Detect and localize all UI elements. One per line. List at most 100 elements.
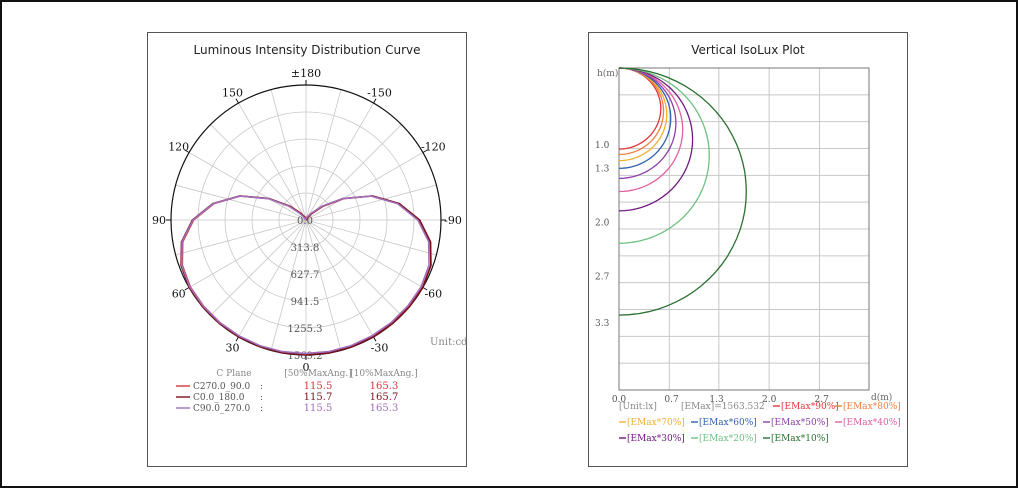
isolux-y-tick-label: 2.7: [595, 272, 610, 282]
polar-legend-value-50: 115.7: [304, 392, 333, 403]
polar-angle-label: 60: [172, 288, 186, 301]
isolux-y-tick-label: 1.0: [595, 141, 610, 151]
polar-grid-spoke: [188, 152, 307, 221]
polar-grid-spoke: [305, 219, 374, 338]
polar-legend-value-10: 165.7: [370, 392, 399, 403]
polar-grid-spoke: [188, 219, 307, 288]
polar-legend-name: C90.0_270.0: [193, 404, 250, 414]
polar-radial-label: 1255.3: [288, 324, 323, 335]
polar-radial-label: 941.5: [291, 297, 320, 308]
polar-grid-spoke: [210, 219, 307, 316]
polar-angle-label: -60: [424, 288, 442, 301]
isolux-y-axis-label: h(m): [597, 68, 618, 79]
polar-radial-label: 313.8: [291, 243, 320, 254]
isolux-curve--emax-30-: [618, 67, 694, 212]
isolux-legend-label: [EMax*60%]: [699, 418, 757, 428]
isolux-legend-label: [EMax*90%]: [781, 402, 839, 412]
polar-angle-label: -90: [444, 214, 462, 227]
isolux-chart: h(m) d(m) 0.0 0.7 1.3 2.0 2.7 1.0 1.3 2.0 2.7 3.3 [U…: [595, 67, 901, 444]
polar-angle-label: ±180: [291, 67, 321, 80]
isolux-curve--emax-20-: [618, 67, 710, 244]
isolux-y-tick-label: 1.3: [595, 164, 610, 174]
polar-angle-tick: [235, 98, 239, 104]
isolux-curve--emax-40-: [618, 67, 684, 193]
polar-angle-tick: [422, 149, 428, 153]
polar-legend-header: C Plane: [216, 369, 251, 379]
isolux-unit-label: [Unit:lx]: [619, 402, 657, 412]
isolux-x-tick-label: 2.7: [815, 395, 830, 405]
polar-angle-label: 0: [303, 361, 310, 374]
polar-grid-spoke: [305, 184, 437, 221]
polar-legend-name: C0.0_180.0: [193, 393, 245, 403]
isolux-curve--emax-50-: [618, 67, 677, 180]
polar-radial-label: 0.0: [297, 216, 313, 227]
polar-angle-tick: [373, 98, 377, 104]
isolux-x-tick-label: 2.0: [762, 395, 777, 405]
polar-grid-spoke: [238, 219, 307, 338]
isolux-x-tick-label: 1.3: [709, 395, 724, 405]
polar-radial-label: 1569.2: [288, 351, 323, 362]
polar-legend-header: [10%MaxAng.]: [350, 369, 418, 379]
polar-angle-label: 120: [168, 141, 189, 154]
polar-grid-spoke: [305, 219, 402, 316]
polar-legend-header: [50%MaxAng.]: [284, 369, 352, 379]
polar-legend-value-10: 165.3: [370, 381, 399, 392]
polar-grid-spoke: [210, 124, 307, 221]
polar-grid-spoke: [175, 219, 307, 256]
polar-radial-label: 627.7: [291, 270, 320, 281]
polar-grid-spoke: [175, 184, 307, 221]
polar-grid-spoke: [305, 219, 437, 256]
isolux-chart-title: Vertical IsoLux Plot: [691, 43, 805, 57]
polar-angle-tick: [373, 336, 377, 342]
polar-angle-label: 150: [222, 87, 243, 100]
isolux-curve--emax-60-: [618, 67, 672, 170]
polar-grid-spoke: [305, 102, 374, 221]
polar-legend-sep: :: [260, 404, 263, 414]
isolux-emax-label: [EMax]=1563.532: [681, 402, 765, 412]
isolux-plot-border: [618, 67, 870, 391]
isolux-chart-panel: Vertical IsoLux Plot h(m) d(m) 0.0 0.7 1.3 2.…: [588, 32, 908, 467]
isolux-x-axis-label: d(m): [871, 392, 892, 403]
polar-legend-value-50: 115.5: [304, 381, 333, 392]
isolux-x-tick-label: 0.0: [612, 395, 627, 405]
polar-chart-title: Luminous Intensity Distribution Curve: [193, 43, 421, 57]
isolux-legend-label: [EMax*20%]: [699, 434, 757, 444]
polar-legend-sep: :: [260, 393, 263, 403]
polar-angle-label: 30: [226, 341, 240, 354]
polar-chart: ±180 150 120 90 60 30 0 -30 -60 -90 -120 -150 0.0 313…: [152, 67, 468, 414]
isolux-y-tick-label: 2.0: [595, 218, 610, 228]
polar-angle-label: -120: [421, 141, 446, 154]
polar-chart-panel: Luminous Intensity Distribution Curve ±1…: [147, 32, 468, 467]
polar-legend-name: C270.0_90.0: [193, 382, 250, 392]
polar-angle-label: 90: [152, 214, 166, 227]
polar-grid-spoke: [270, 89, 307, 221]
isolux-x-tick-label: 0.7: [664, 395, 679, 405]
isolux-y-tick-label: 3.3: [595, 319, 610, 329]
isolux-legend-label: [EMax*70%]: [627, 418, 685, 428]
polar-grid-spoke: [238, 102, 307, 221]
polar-angle-tick: [184, 149, 190, 153]
polar-unit-label: Unit:cd: [430, 337, 468, 348]
isolux-legend-label: [EMax*10%]: [771, 434, 829, 444]
polar-curve-c90-0-270-0: [180, 195, 430, 355]
polar-angle-tick: [184, 287, 190, 291]
polar-angle-tick: [235, 336, 239, 342]
polar-angle-label: -150: [367, 87, 392, 100]
isolux-legend-label: [EMax*50%]: [771, 418, 829, 428]
isolux-legend-label: [EMax*40%]: [843, 418, 901, 428]
polar-legend-value-50: 115.5: [304, 403, 333, 414]
polar-grid-spoke: [305, 219, 424, 288]
polar-grid-spoke: [270, 219, 307, 351]
polar-legend-sep: :: [260, 382, 263, 392]
polar-grid-spoke: [305, 124, 402, 221]
isolux-legend-label: [EMax*30%]: [627, 434, 685, 444]
polar-grid-spoke: [305, 89, 342, 221]
isolux-legend-label: [EMax*80%]: [843, 402, 901, 412]
polar-grid-spoke: [305, 152, 424, 221]
polar-grid-spoke: [305, 219, 342, 351]
isolux-curve--emax-10-: [618, 67, 747, 316]
polar-angle-label: -30: [371, 341, 389, 354]
polar-angle-tick: [422, 287, 428, 291]
polar-legend-value-10: 165.3: [370, 403, 399, 414]
